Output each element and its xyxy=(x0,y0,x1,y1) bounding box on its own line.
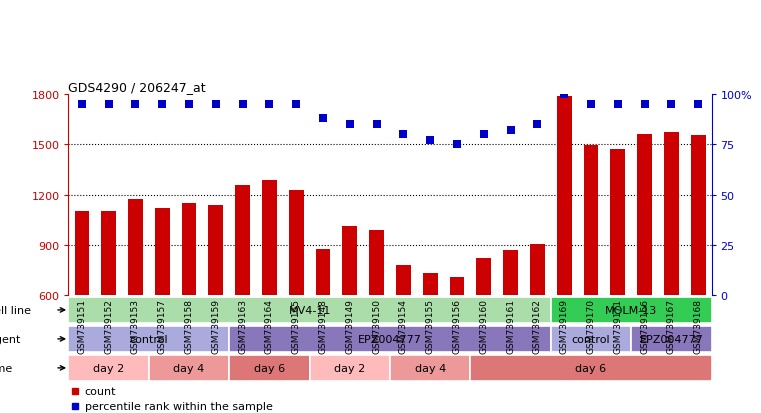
Bar xyxy=(476,259,491,295)
Bar xyxy=(128,199,143,295)
Bar xyxy=(396,265,411,295)
FancyBboxPatch shape xyxy=(68,297,551,323)
Bar xyxy=(262,181,277,295)
Bar xyxy=(637,135,652,295)
FancyBboxPatch shape xyxy=(390,355,470,381)
Text: day 6: day 6 xyxy=(254,363,285,373)
Text: GSM739162: GSM739162 xyxy=(533,299,542,353)
Bar xyxy=(450,278,464,295)
Text: GSM739167: GSM739167 xyxy=(667,299,676,354)
Bar xyxy=(101,212,116,295)
Text: percentile rank within the sample: percentile rank within the sample xyxy=(84,401,272,411)
Text: GSM739164: GSM739164 xyxy=(265,299,274,353)
Text: cell line: cell line xyxy=(0,305,31,315)
FancyBboxPatch shape xyxy=(68,355,149,381)
Bar xyxy=(369,230,384,295)
Text: GSM739161: GSM739161 xyxy=(506,299,515,354)
Bar xyxy=(342,227,357,295)
Bar xyxy=(664,133,679,295)
Text: GSM739166: GSM739166 xyxy=(640,299,649,354)
Text: GDS4290 / 206247_at: GDS4290 / 206247_at xyxy=(68,81,206,94)
Text: day 4: day 4 xyxy=(415,363,446,373)
FancyBboxPatch shape xyxy=(229,355,310,381)
Text: day 2: day 2 xyxy=(93,363,124,373)
Text: time: time xyxy=(0,363,14,373)
FancyBboxPatch shape xyxy=(310,355,390,381)
Bar xyxy=(75,212,89,295)
Text: GSM739171: GSM739171 xyxy=(613,299,622,354)
Bar xyxy=(503,250,518,295)
Text: GSM739153: GSM739153 xyxy=(131,299,140,354)
Text: MOLM-13: MOLM-13 xyxy=(605,305,658,315)
Text: EPZ004777: EPZ004777 xyxy=(358,334,422,344)
Bar xyxy=(209,205,223,295)
Bar xyxy=(182,204,196,295)
Text: agent: agent xyxy=(0,334,21,344)
Text: control: control xyxy=(572,334,610,344)
Text: GSM739155: GSM739155 xyxy=(425,299,435,354)
Bar xyxy=(423,273,438,295)
Bar xyxy=(557,97,572,295)
Text: GSM739158: GSM739158 xyxy=(185,299,193,354)
Bar xyxy=(155,209,170,295)
Bar xyxy=(235,186,250,295)
Text: EPZ004777: EPZ004777 xyxy=(639,334,703,344)
FancyBboxPatch shape xyxy=(470,355,712,381)
Text: GSM739169: GSM739169 xyxy=(559,299,568,354)
Bar xyxy=(610,150,625,295)
Bar xyxy=(691,136,705,295)
Text: GSM739151: GSM739151 xyxy=(78,299,87,354)
Text: GSM739150: GSM739150 xyxy=(372,299,381,354)
Text: GSM739165: GSM739165 xyxy=(291,299,301,354)
Text: day 6: day 6 xyxy=(575,363,607,373)
FancyBboxPatch shape xyxy=(551,297,712,323)
FancyBboxPatch shape xyxy=(68,326,229,352)
Text: MV4-11: MV4-11 xyxy=(288,305,331,315)
Text: count: count xyxy=(84,386,116,396)
Text: GSM739170: GSM739170 xyxy=(587,299,595,354)
Bar xyxy=(316,249,330,295)
Text: day 2: day 2 xyxy=(334,363,365,373)
FancyBboxPatch shape xyxy=(149,355,229,381)
Text: GSM739163: GSM739163 xyxy=(238,299,247,354)
Bar xyxy=(530,244,545,295)
Text: GSM739157: GSM739157 xyxy=(158,299,167,354)
Text: day 4: day 4 xyxy=(174,363,205,373)
Bar xyxy=(289,190,304,295)
FancyBboxPatch shape xyxy=(229,326,551,352)
FancyBboxPatch shape xyxy=(551,326,631,352)
Text: GSM739168: GSM739168 xyxy=(693,299,702,354)
Text: control: control xyxy=(129,334,168,344)
Text: GSM739148: GSM739148 xyxy=(319,299,327,353)
Bar xyxy=(584,146,598,295)
Text: GSM739154: GSM739154 xyxy=(399,299,408,353)
Text: GSM739156: GSM739156 xyxy=(453,299,461,354)
Text: GSM739152: GSM739152 xyxy=(104,299,113,353)
Text: GSM739160: GSM739160 xyxy=(479,299,489,354)
FancyBboxPatch shape xyxy=(631,326,712,352)
Text: GSM739149: GSM739149 xyxy=(345,299,355,353)
Text: GSM739159: GSM739159 xyxy=(212,299,221,354)
